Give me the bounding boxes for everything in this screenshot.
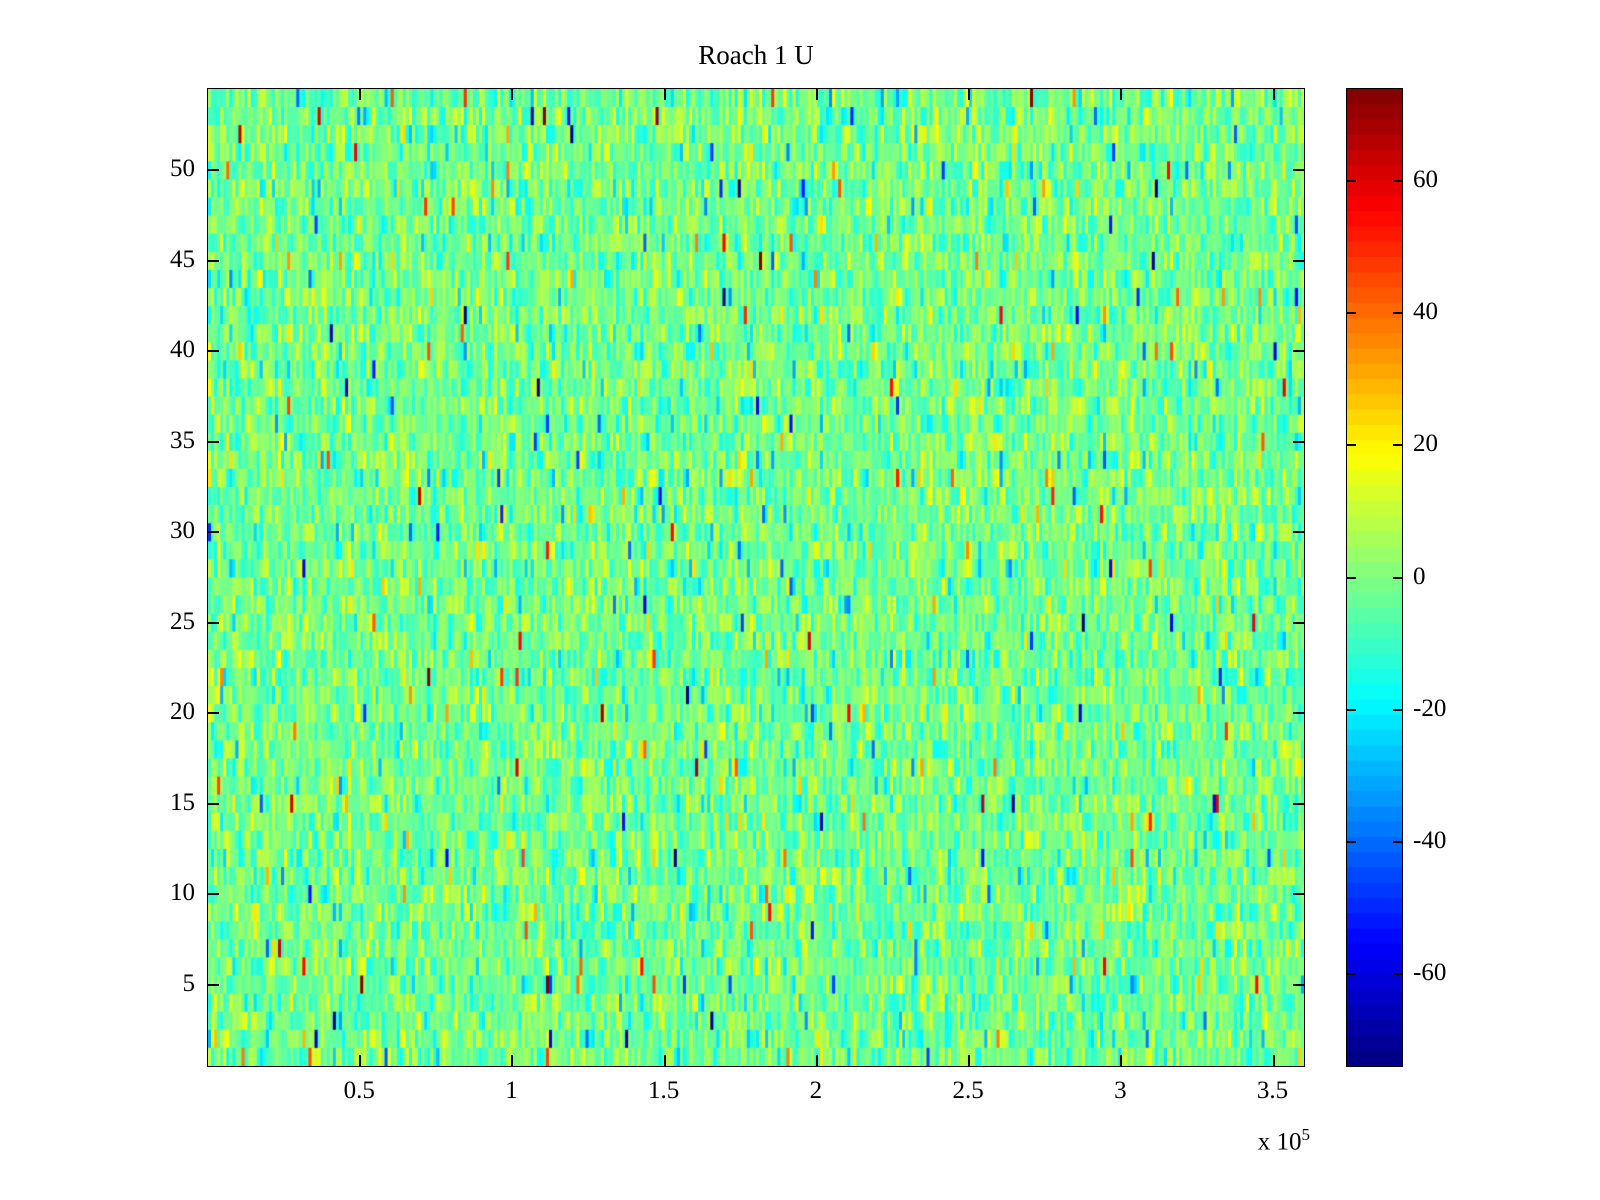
y-tick-mark xyxy=(208,983,219,986)
x-tick-mark xyxy=(663,1055,666,1066)
x-tick-mark xyxy=(511,1055,514,1066)
x-axis-multiplier-base: x 10 xyxy=(1257,1128,1302,1156)
colorbar-tick-mark xyxy=(1347,972,1356,975)
colorbar-tick-mark xyxy=(1347,444,1356,447)
y-tick-label: 15 xyxy=(170,788,195,816)
colorbar-tick-mark xyxy=(1347,708,1356,711)
y-tick-mark xyxy=(208,169,219,172)
y-tick-mark xyxy=(208,893,219,896)
y-tick-label: 20 xyxy=(170,698,195,726)
x-tick-label: 2 xyxy=(809,1077,823,1104)
x-axis-multiplier: x 105 xyxy=(1170,1120,1310,1157)
x-tick-mark-top xyxy=(968,89,971,100)
y-tick-mark-right xyxy=(1293,259,1304,262)
colorbar-tick-mark-right xyxy=(1393,180,1402,183)
x-tick-mark-top xyxy=(1120,89,1123,100)
x-tick-mark xyxy=(815,1055,818,1066)
colorbar-tick-label: -60 xyxy=(1413,958,1447,986)
x-tick-mark xyxy=(968,1055,971,1066)
y-tick-label: 10 xyxy=(170,879,195,907)
x-tick-label: 1 xyxy=(505,1077,518,1104)
colorbar-tick-mark-right xyxy=(1393,576,1402,579)
colorbar-tick-label: 40 xyxy=(1413,298,1438,326)
y-tick-label: 25 xyxy=(170,607,195,635)
y-tick-mark-right xyxy=(1293,350,1304,353)
colorbar-tick-mark xyxy=(1347,180,1356,183)
colorbar-tick-mark xyxy=(1347,576,1356,579)
plot-title: Roach 1 U xyxy=(698,40,814,70)
y-tick-mark xyxy=(208,259,219,262)
y-tick-label: 35 xyxy=(170,426,195,454)
y-tick-mark-right xyxy=(1293,440,1304,443)
x-axis-multiplier-exponent: 5 xyxy=(1301,1125,1311,1144)
colorbar-tick-label: 60 xyxy=(1413,166,1438,194)
x-tick-label: 2.5 xyxy=(952,1077,984,1104)
colorbar-tick-label: 20 xyxy=(1413,430,1438,458)
y-tick-mark xyxy=(208,621,219,624)
colorbar xyxy=(1346,88,1403,1067)
y-tick-mark-right xyxy=(1293,169,1304,172)
colorbar-tick-mark-right xyxy=(1393,444,1402,447)
y-tick-mark-right xyxy=(1293,893,1304,896)
x-tick-mark xyxy=(359,1055,362,1066)
x-tick-mark xyxy=(1120,1055,1123,1066)
x-tick-mark-top xyxy=(1272,89,1275,100)
x-tick-label: 3.5 xyxy=(1256,1077,1289,1104)
colorbar-canvas xyxy=(1347,89,1402,1066)
colorbar-tick-label: -40 xyxy=(1413,826,1447,854)
x-tick-label: 3 xyxy=(1114,1077,1127,1104)
y-tick-label: 30 xyxy=(170,517,195,545)
y-tick-label: 45 xyxy=(170,245,195,273)
y-tick-mark-right xyxy=(1293,531,1304,534)
y-tick-mark xyxy=(208,350,219,353)
x-tick-label: 0.5 xyxy=(343,1077,375,1104)
y-tick-mark xyxy=(208,712,219,715)
colorbar-tick-label: 0 xyxy=(1413,562,1426,590)
heatmap-plot-area xyxy=(207,88,1305,1067)
x-tick-label: 1.5 xyxy=(648,1077,680,1104)
y-tick-mark xyxy=(208,802,219,805)
colorbar-tick-mark-right xyxy=(1393,972,1402,975)
x-tick-mark-top xyxy=(815,89,818,100)
x-tick-mark xyxy=(1272,1055,1275,1066)
y-tick-mark-right xyxy=(1293,802,1304,805)
y-tick-mark xyxy=(208,531,219,534)
x-tick-mark-top xyxy=(663,89,666,100)
colorbar-tick-mark-right xyxy=(1393,312,1402,315)
colorbar-tick-label: -20 xyxy=(1413,694,1447,722)
y-tick-mark-right xyxy=(1293,712,1304,715)
y-tick-mark-right xyxy=(1293,621,1304,624)
colorbar-tick-mark-right xyxy=(1393,840,1402,843)
heatmap-canvas xyxy=(208,89,1304,1066)
x-tick-mark-top xyxy=(511,89,514,100)
x-tick-mark-top xyxy=(359,89,362,100)
y-tick-mark-right xyxy=(1293,983,1304,986)
y-tick-mark xyxy=(208,440,219,443)
colorbar-tick-mark xyxy=(1347,840,1356,843)
y-tick-label: 40 xyxy=(170,336,195,364)
y-tick-label: 5 xyxy=(182,969,196,997)
y-tick-label: 50 xyxy=(170,155,195,183)
colorbar-tick-mark xyxy=(1347,312,1356,315)
colorbar-tick-mark-right xyxy=(1393,708,1402,711)
